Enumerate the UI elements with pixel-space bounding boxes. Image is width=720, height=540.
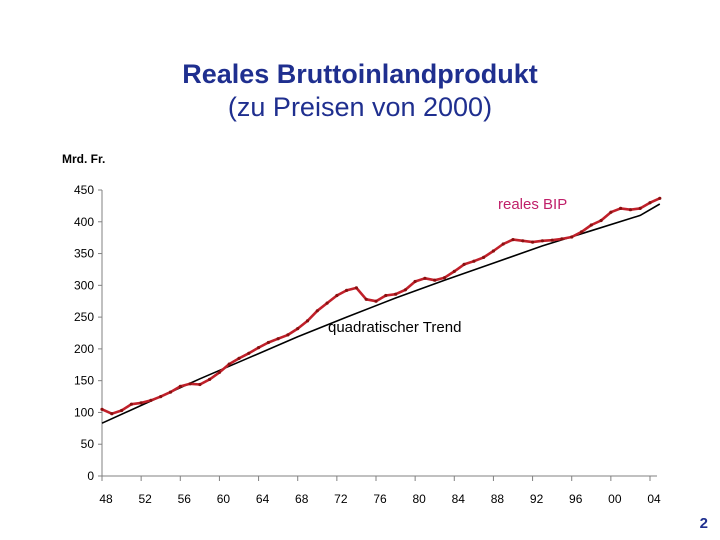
real-gdp-point xyxy=(120,408,124,413)
page-number: 2 xyxy=(699,515,708,532)
x-tick-label: 68 xyxy=(295,492,309,506)
x-tick-label: 52 xyxy=(138,492,152,506)
real-gdp-point xyxy=(442,276,447,280)
y-tick-label: 400 xyxy=(74,215,94,229)
y-tick-label: 300 xyxy=(74,278,94,292)
real-gdp-point xyxy=(638,206,642,210)
y-tick-label: 50 xyxy=(81,437,95,451)
real-gdp-point xyxy=(619,206,623,210)
real-gdp-point xyxy=(276,337,280,341)
real-gdp-point xyxy=(296,327,300,331)
real-gdp-point xyxy=(257,346,261,350)
x-tick-label: 64 xyxy=(256,492,270,506)
x-tick-label: 72 xyxy=(334,492,348,506)
real-gdp-point xyxy=(374,299,378,303)
chart-ticks: 0 50 100 150 200 250 300 350 400 450 48 52 56 60 64 68 7… xyxy=(74,183,661,506)
real-gdp-point xyxy=(364,297,368,301)
real-gdp-point xyxy=(266,340,270,345)
real-gdp-point xyxy=(648,201,652,205)
real-gdp-point xyxy=(345,288,349,292)
real-gdp-point xyxy=(658,196,662,200)
real-gdp-point xyxy=(247,351,251,355)
x-tick-label: 60 xyxy=(217,492,231,506)
real-gdp-point xyxy=(384,293,388,298)
real-gdp-point xyxy=(129,402,133,406)
real-gdp-point xyxy=(501,242,505,246)
y-axis-unit-label: Mrd. Fr. xyxy=(62,152,106,166)
real-gdp-point xyxy=(325,301,329,305)
annotation-real-gdp: reales BIP xyxy=(498,196,567,213)
real-gdp-point xyxy=(413,279,417,284)
real-gdp-point xyxy=(208,377,212,381)
x-tick-label: 00 xyxy=(608,492,622,506)
x-tick-label: 84 xyxy=(452,492,466,506)
real-gdp-point xyxy=(286,333,290,337)
x-tick-label: 80 xyxy=(412,492,426,506)
real-gdp-point xyxy=(482,255,486,259)
real-gdp-point xyxy=(217,370,221,374)
real-gdp-point xyxy=(335,293,339,298)
chart-annotations: reales BIP quadratischer Trend xyxy=(328,196,567,336)
real-gdp-point xyxy=(628,208,633,212)
real-gdp-point xyxy=(550,238,554,242)
chart-title-line2: (zu Preisen von 2000) xyxy=(227,92,493,122)
real-gdp-point xyxy=(149,398,153,402)
real-gdp-point xyxy=(570,235,574,239)
y-tick-label: 0 xyxy=(87,469,94,483)
x-tick-label: 88 xyxy=(491,492,505,506)
real-gdp-point xyxy=(227,362,231,366)
real-gdp-point xyxy=(599,218,603,223)
real-gdp-point xyxy=(394,292,398,296)
real-gdp-point xyxy=(423,276,427,280)
trend-series-line xyxy=(101,203,661,424)
y-tick-label: 150 xyxy=(74,374,94,388)
real-gdp-point xyxy=(403,288,407,292)
y-tick-label: 100 xyxy=(74,405,94,419)
annotation-quadratic-trend: quadratischer Trend xyxy=(328,319,461,336)
real-gdp-point xyxy=(609,210,613,214)
x-tick-label: 48 xyxy=(99,492,113,506)
x-tick-label: 56 xyxy=(178,492,192,506)
real-gdp-point xyxy=(511,238,515,242)
real-gdp-point xyxy=(531,240,535,244)
real-gdp-point xyxy=(198,382,202,387)
real-gdp-point xyxy=(315,309,319,313)
real-gdp-point xyxy=(168,390,173,394)
real-gdp-point xyxy=(110,412,114,416)
real-gdp-point xyxy=(540,239,545,243)
real-gdp-point xyxy=(560,237,564,241)
real-gdp-point xyxy=(452,269,456,273)
real-gdp-point xyxy=(139,401,143,405)
real-gdp-point xyxy=(462,262,466,266)
real-gdp-point xyxy=(579,230,584,234)
y-tick-label: 450 xyxy=(74,183,94,197)
chart-axes xyxy=(101,190,657,477)
real-gdp-point xyxy=(159,395,163,399)
x-tick-label: 04 xyxy=(647,492,661,506)
y-tick-label: 350 xyxy=(74,247,94,261)
y-tick-label: 250 xyxy=(74,310,94,324)
chart-title: Reales Bruttoinlandprodukt (zu Preisen v… xyxy=(0,58,720,124)
real-gdp-point xyxy=(472,259,476,263)
real-gdp-point xyxy=(178,384,182,388)
real-gdp-point xyxy=(100,407,104,411)
x-tick-label: 96 xyxy=(569,492,583,506)
real-gdp-point xyxy=(237,356,241,360)
x-tick-label: 92 xyxy=(530,492,544,506)
y-tick-label: 200 xyxy=(74,342,94,356)
real-gdp-point xyxy=(521,239,525,243)
real-gdp-series-line xyxy=(101,197,661,416)
chart-series xyxy=(100,196,662,424)
real-gdp-point xyxy=(354,286,358,290)
real-gdp-point xyxy=(305,319,310,323)
real-gdp-point xyxy=(589,223,593,227)
chart-title-line1: Reales Bruttoinlandprodukt xyxy=(182,59,538,89)
real-gdp-point xyxy=(433,278,437,282)
real-gdp-point xyxy=(491,249,495,253)
x-tick-label: 76 xyxy=(373,492,387,506)
real-gdp-point xyxy=(188,382,192,386)
